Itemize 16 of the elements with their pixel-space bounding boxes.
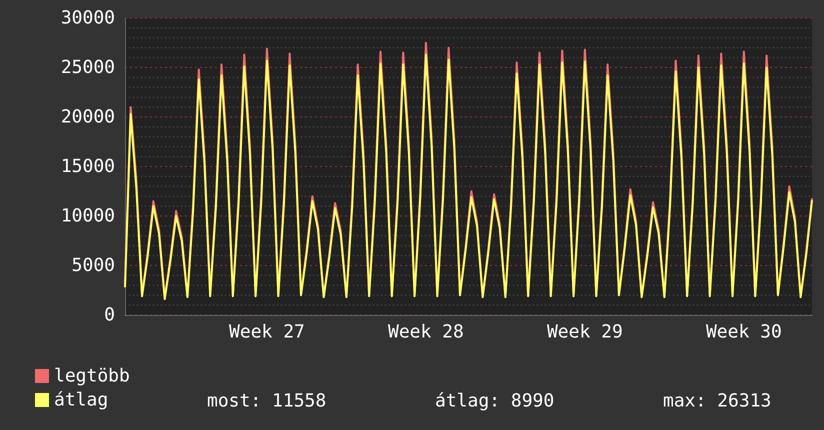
y-tick-label: 5000 xyxy=(72,255,115,276)
x-tick-label: Week 30 xyxy=(706,322,782,342)
x-tick-label: Week 28 xyxy=(388,322,464,342)
legend-label: legtöbb xyxy=(54,366,130,386)
y-tick-label: 15000 xyxy=(60,156,115,177)
y-tick-label: 25000 xyxy=(60,57,115,78)
y-tick-label: 0 xyxy=(104,304,115,326)
y-tick-label: 20000 xyxy=(60,106,115,128)
legend-label: átlag xyxy=(54,390,108,410)
y-tick-label: 10000 xyxy=(60,206,115,226)
text: max: 26313 xyxy=(663,390,772,412)
x-tick-label: Week 27 xyxy=(229,322,305,342)
y-tick-label: 30000 xyxy=(60,8,115,28)
text: most: 11558 xyxy=(207,390,326,412)
x-tick-label: Week 29 xyxy=(546,322,623,342)
text: átlag: 8990 xyxy=(435,390,554,412)
